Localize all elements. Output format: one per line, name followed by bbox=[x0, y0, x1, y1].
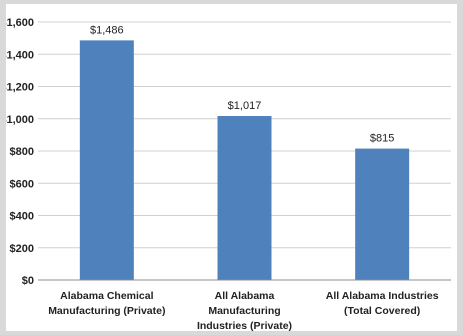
x-category-label: All Alabama Industries (Total Covered) bbox=[326, 290, 439, 317]
y-tick-label: $1,600 bbox=[6, 17, 34, 29]
bar bbox=[355, 148, 410, 280]
data-labels: $1,486 $1,017 $815 bbox=[90, 24, 394, 144]
y-tick-label: $600 bbox=[10, 178, 34, 190]
y-tick-label: $200 bbox=[10, 243, 34, 255]
bars bbox=[79, 40, 410, 280]
data-label: $1,486 bbox=[90, 24, 124, 36]
x-category-label: All Alabama Manufacturing Industries (Priv… bbox=[197, 290, 292, 331]
x-category-label-line: Alabama Chemical bbox=[60, 290, 153, 302]
data-label: $815 bbox=[370, 133, 394, 145]
chart-panel: $0 $200 $400 $600 $800 $1,000 $1,200 $1,400 $1,6… bbox=[6, 4, 457, 331]
x-category-label-line: Manufacturing bbox=[208, 305, 280, 317]
y-tick-label: $1,000 bbox=[6, 114, 34, 126]
x-category-label-line: (Total Covered) bbox=[344, 305, 420, 317]
y-tick-label: $0 bbox=[22, 275, 34, 287]
y-tick-label: $400 bbox=[10, 211, 34, 223]
x-category-label-line: All Alabama Industries bbox=[326, 290, 439, 302]
bar bbox=[217, 116, 272, 280]
bar bbox=[79, 40, 134, 280]
x-category-label-line: All Alabama bbox=[215, 290, 275, 302]
x-category-label-line: Industries (Private) bbox=[197, 320, 292, 331]
x-category-label-line: Manufacturing (Private) bbox=[48, 305, 165, 317]
x-category-label: Alabama Chemical Manufacturing (Private) bbox=[48, 290, 165, 317]
y-tick-label: $800 bbox=[10, 146, 34, 158]
data-label: $1,017 bbox=[228, 100, 262, 112]
y-tick-label: $1,400 bbox=[6, 49, 34, 61]
y-tick-label: $1,200 bbox=[6, 82, 34, 94]
category-labels: Alabama Chemical Manufacturing (Private)A… bbox=[48, 290, 439, 331]
y-axis-ticks: $0 $200 $400 $600 $800 $1,000 $1,200 $1,400 $1,6… bbox=[6, 17, 34, 287]
bar-chart: $0 $200 $400 $600 $800 $1,000 $1,200 $1,400 $1,6… bbox=[6, 17, 451, 331]
